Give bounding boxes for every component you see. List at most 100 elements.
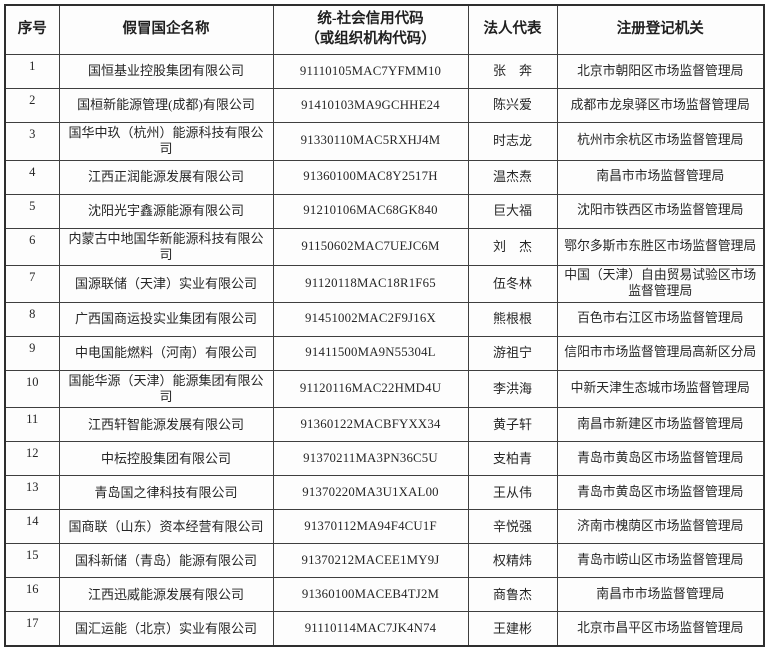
cell-name: 内蒙古中地国华新能源科技有限公司	[58, 227, 274, 266]
cell-code: 91451002MAC2F9J16X	[272, 301, 469, 337]
cell-authority: 成都市龙泉驿区市场监督管理局	[556, 88, 765, 123]
cell-authority: 青岛市崂山区市场监督管理局	[556, 543, 765, 579]
cell-authority: 鄂尔多斯市东胜区市场监督管理局	[556, 227, 765, 266]
cell-code: 91120118MAC18R1F65	[272, 265, 469, 303]
table-row: 10 国能华源（天津）能源集团有限公司 91120116MAC22HMD4U 李…	[4, 369, 765, 409]
cell-authority: 济南市槐荫区市场监督管理局	[556, 509, 765, 545]
cell-code: 91330110MAC5RXHJ4M	[272, 122, 469, 161]
cell-rep: 辛悦强	[467, 509, 558, 545]
header-authority: 注册登记机关	[556, 4, 765, 55]
cell-name: 中电国能燃料（河南）有限公司	[58, 335, 274, 371]
table-row: 14 国商联（山东）资本经营有限公司 91370112MA94F4CU1F 辛悦…	[4, 509, 765, 545]
cell-code: 91360122MACBFYXX34	[272, 407, 469, 443]
table-row: 17 国汇运能（北京）实业有限公司 91110114MAC7JK4N74 王建彬…	[4, 611, 765, 647]
cell-rep: 陈兴爱	[467, 88, 558, 123]
cell-code: 91360100MACEB4TJ2M	[272, 577, 469, 613]
table-row: 6 内蒙古中地国华新能源科技有限公司 91150602MAC7UEJC6M 刘 …	[4, 227, 765, 266]
cell-seq: 4	[4, 159, 60, 195]
cell-code: 91110114MAC7JK4N74	[272, 611, 469, 647]
cell-seq: 12	[4, 441, 60, 477]
cell-rep: 张 奔	[467, 54, 558, 89]
cell-name: 江西轩智能源发展有限公司	[58, 407, 274, 443]
cell-seq: 1	[4, 54, 60, 89]
table-row: 9 中电国能燃料（河南）有限公司 91411500MA9N55304L 游祖宁 …	[4, 335, 765, 371]
cell-rep: 黄子轩	[467, 407, 558, 443]
cell-rep: 游祖宁	[467, 335, 558, 371]
cell-name: 广西国商运投实业集团有限公司	[58, 301, 274, 337]
cell-seq: 2	[4, 88, 60, 123]
cell-rep: 王从伟	[467, 475, 558, 511]
cell-code: 91370211MA3PN36C5U	[272, 441, 469, 477]
cell-seq: 8	[4, 301, 60, 337]
cell-rep: 巨大福	[467, 193, 558, 229]
cell-name: 江西正润能源发展有限公司	[58, 159, 274, 195]
cell-name: 国华中玖（杭州）能源科技有限公司	[58, 122, 274, 161]
cell-seq: 10	[4, 369, 60, 409]
cell-authority: 南昌市新建区市场监督管理局	[556, 407, 765, 443]
cell-rep: 李洪海	[467, 369, 558, 409]
table-row: 15 国科新储（青岛）能源有限公司 91370212MACEE1MY9J 权精炜…	[4, 543, 765, 579]
cell-code: 91370112MA94F4CU1F	[272, 509, 469, 545]
cell-rep: 支柏青	[467, 441, 558, 477]
cell-rep: 温杰焘	[467, 159, 558, 195]
cell-name: 国桓新能源管理(成都)有限公司	[58, 88, 274, 123]
cell-name: 国科新储（青岛）能源有限公司	[58, 543, 274, 579]
cell-seq: 3	[4, 122, 60, 161]
cell-rep: 熊根根	[467, 301, 558, 337]
header-row: 序号 假冒国企名称 统-社会信用代码 （或组织机构代码） 法人代表 注册登记机关	[4, 4, 765, 55]
cell-authority: 青岛市黄岛区市场监督管理局	[556, 475, 765, 511]
cell-name: 青岛国之律科技有限公司	[58, 475, 274, 511]
header-rep: 法人代表	[467, 4, 558, 55]
cell-seq: 16	[4, 577, 60, 613]
header-name: 假冒国企名称	[58, 4, 274, 55]
cell-code: 91370220MA3U1XAL00	[272, 475, 469, 511]
cell-seq: 11	[4, 407, 60, 443]
cell-authority: 南昌市市场监督管理局	[556, 577, 765, 613]
cell-rep: 权精炜	[467, 543, 558, 579]
cell-authority: 北京市昌平区市场监督管理局	[556, 611, 765, 647]
cell-seq: 17	[4, 611, 60, 647]
cell-code: 91411500MA9N55304L	[272, 335, 469, 371]
header-code: 统-社会信用代码 （或组织机构代码）	[272, 4, 469, 55]
cell-name: 沈阳光宇鑫源能源有限公司	[58, 193, 274, 229]
cell-code: 91360100MAC8Y2517H	[272, 159, 469, 195]
header-seq: 序号	[4, 4, 60, 55]
table-row: 11 江西轩智能源发展有限公司 91360122MACBFYXX34 黄子轩 南…	[4, 407, 765, 443]
cell-code: 91410103MA9GCHHE24	[272, 88, 469, 123]
cell-authority: 中国（天津）自由贸易试验区市场监督管理局	[556, 265, 765, 303]
table-row: 7 国源联储（天津）实业有限公司 91120118MAC18R1F65 伍冬林 …	[4, 265, 765, 303]
cell-rep: 伍冬林	[467, 265, 558, 303]
table-row: 12 中枟控股集团有限公司 91370211MA3PN36C5U 支柏青 青岛市…	[4, 441, 765, 477]
cell-code: 91110105MAC7YFMM10	[272, 54, 469, 89]
table-row: 4 江西正润能源发展有限公司 91360100MAC8Y2517H 温杰焘 南昌…	[4, 159, 765, 195]
cell-rep: 时志龙	[467, 122, 558, 161]
cell-name: 江西迅威能源发展有限公司	[58, 577, 274, 613]
cell-seq: 9	[4, 335, 60, 371]
table-row: 2 国桓新能源管理(成都)有限公司 91410103MA9GCHHE24 陈兴爱…	[4, 88, 765, 123]
cell-seq: 15	[4, 543, 60, 579]
cell-authority: 沈阳市铁西区市场监督管理局	[556, 193, 765, 229]
table-row: 16 江西迅威能源发展有限公司 91360100MACEB4TJ2M 商鲁杰 南…	[4, 577, 765, 613]
table-body: 1 国恒基业控股集团有限公司 91110105MAC7YFMM10 张 奔 北京…	[4, 54, 765, 647]
cell-rep: 刘 杰	[467, 227, 558, 266]
cell-authority: 信阳市市场监督管理局高新区分局	[556, 335, 765, 371]
cell-code: 91370212MACEE1MY9J	[272, 543, 469, 579]
table-header: 序号 假冒国企名称 统-社会信用代码 （或组织机构代码） 法人代表 注册登记机关	[4, 4, 765, 55]
cell-authority: 青岛市黄岛区市场监督管理局	[556, 441, 765, 477]
cell-authority: 杭州市余杭区市场监督管理局	[556, 122, 765, 161]
fake-soe-table: 序号 假冒国企名称 统-社会信用代码 （或组织机构代码） 法人代表 注册登记机关…	[4, 4, 765, 648]
cell-name: 国恒基业控股集团有限公司	[58, 54, 274, 89]
cell-rep: 商鲁杰	[467, 577, 558, 613]
cell-authority: 百色市右江区市场监督管理局	[556, 301, 765, 337]
table-row: 3 国华中玖（杭州）能源科技有限公司 91330110MAC5RXHJ4M 时志…	[4, 122, 765, 161]
table-row: 8 广西国商运投实业集团有限公司 91451002MAC2F9J16X 熊根根 …	[4, 301, 765, 337]
cell-seq: 6	[4, 227, 60, 266]
cell-seq: 5	[4, 193, 60, 229]
cell-name: 国汇运能（北京）实业有限公司	[58, 611, 274, 647]
cell-authority: 中新天津生态城市场监督管理局	[556, 369, 765, 409]
cell-seq: 13	[4, 475, 60, 511]
cell-name: 中枟控股集团有限公司	[58, 441, 274, 477]
table-row: 1 国恒基业控股集团有限公司 91110105MAC7YFMM10 张 奔 北京…	[4, 54, 765, 89]
cell-name: 国商联（山东）资本经营有限公司	[58, 509, 274, 545]
